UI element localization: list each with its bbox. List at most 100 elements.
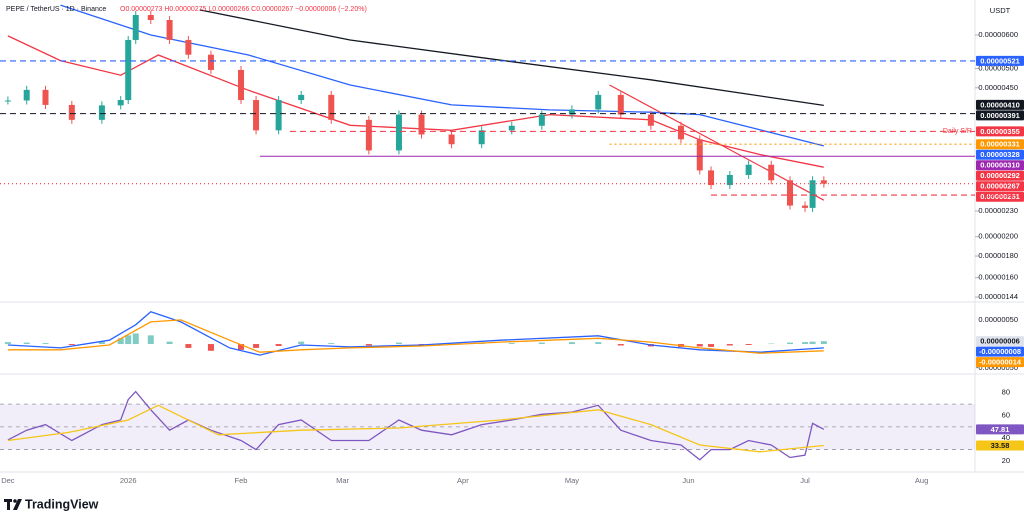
x-tick-label: Jul — [800, 476, 810, 485]
y-tick-label: -0.00000050 — [976, 363, 1018, 372]
y-tick-label: 0.00000160 — [978, 273, 1018, 282]
x-tick-label: Jun — [682, 476, 694, 485]
y-tick-label: 80 — [1002, 388, 1010, 397]
indicator-line — [199, 9, 824, 107]
countdown: 19:20:54 — [986, 192, 1013, 199]
y-tick-label: 0.00000500 — [978, 63, 1018, 72]
price-tag-label: 0.00000521 — [980, 56, 1020, 65]
histogram-bar — [820, 341, 827, 345]
candle — [418, 114, 425, 135]
candle — [448, 134, 455, 145]
candle — [132, 15, 139, 40]
histogram-bar — [328, 343, 335, 345]
price-tag-label: 33.58 — [991, 441, 1010, 450]
histogram-bar — [132, 333, 139, 345]
candle — [253, 100, 260, 131]
histogram-bar — [726, 344, 733, 346]
price-tag-label: -0.00000008 — [979, 347, 1021, 356]
indicator-line — [7, 390, 825, 461]
candle — [820, 180, 827, 184]
price-tag-label: 0.00000310 — [980, 161, 1020, 170]
price-tag-label: 0.00000331 — [980, 140, 1020, 149]
price-tag — [976, 55, 1024, 66]
y-tick-label: 0.00000230 — [978, 206, 1018, 215]
x-tick-label: Aug — [915, 476, 928, 485]
histogram-bar — [125, 335, 132, 345]
candle — [726, 174, 733, 186]
candle — [809, 180, 816, 208]
x-tick-label: 2026 — [120, 476, 137, 485]
histogram-bar — [617, 344, 624, 346]
price-tag — [976, 181, 1024, 192]
histogram-bar — [809, 341, 816, 345]
histogram-bar — [708, 344, 715, 347]
ohlc: O0.00000273 H0.00000275 L0.00000266 C0.0… — [120, 6, 367, 13]
candle — [4, 100, 11, 102]
price-tag — [976, 160, 1024, 171]
candle — [23, 89, 30, 101]
candle — [568, 109, 575, 115]
indicator-line — [7, 404, 824, 453]
y-tick-label: 40 — [1002, 433, 1010, 442]
histogram-bar — [568, 342, 575, 345]
candle — [275, 100, 282, 131]
candle — [328, 94, 335, 120]
candle — [708, 170, 715, 186]
price-tag-label: 47.81 — [991, 425, 1010, 434]
histogram-bar — [696, 344, 703, 347]
candle — [696, 139, 703, 171]
candle — [595, 94, 602, 110]
x-tick-label: Mar — [336, 476, 349, 485]
candle — [508, 125, 515, 131]
candle — [42, 89, 49, 105]
price-tag — [976, 149, 1024, 160]
price-tag-label: 0.00000251 — [980, 192, 1020, 201]
indicator-line — [60, 4, 824, 147]
histogram-bar — [787, 342, 794, 345]
annotation: Daily S/R — [943, 128, 972, 135]
price-tag-label: 0.00000391 — [980, 111, 1020, 120]
x-tick-label: May — [565, 476, 579, 485]
price-tag-label: 0.00000267 — [980, 182, 1020, 191]
currency: USDT — [990, 6, 1011, 15]
price-tag — [976, 346, 1024, 357]
x-tick-label: Feb — [235, 476, 248, 485]
candle — [238, 69, 245, 101]
candle — [68, 104, 75, 120]
y-tick-label: 0.00000450 — [978, 83, 1018, 92]
histogram-bar — [365, 344, 372, 346]
histogram-bar — [207, 344, 214, 351]
histogram-bar — [802, 342, 809, 345]
candle — [802, 205, 809, 208]
histogram-bar — [395, 342, 402, 345]
y-tick-label: 0.00000200 — [978, 232, 1018, 241]
histogram-bar — [117, 338, 124, 345]
price-tag-label: 0.00000006 — [980, 337, 1020, 346]
price-tag-label: 0.00000410 — [980, 100, 1020, 109]
candle — [768, 164, 775, 181]
x-tick-label: Dec — [1, 476, 15, 485]
histogram-bar — [508, 343, 515, 345]
candle — [298, 94, 305, 101]
candle — [617, 94, 624, 115]
histogram-bar — [538, 342, 545, 345]
candle — [365, 119, 372, 151]
histogram-bar — [42, 343, 49, 345]
price-tag-label: 0.00000328 — [980, 150, 1020, 159]
price-tag — [976, 336, 1024, 347]
y-tick-label: 0.00000050 — [978, 315, 1018, 324]
histogram-bar — [185, 344, 192, 348]
price-tag — [976, 191, 1024, 202]
y-tick-label: 60 — [1002, 410, 1010, 419]
price-tag — [976, 139, 1024, 150]
candle — [185, 39, 192, 55]
price-tag — [976, 357, 1024, 368]
histogram-bar — [98, 341, 105, 345]
candle — [395, 114, 402, 151]
histogram-bar — [238, 344, 245, 350]
candle — [647, 114, 654, 126]
y-tick-label: 0.00000600 — [978, 30, 1018, 39]
candle — [117, 100, 124, 106]
